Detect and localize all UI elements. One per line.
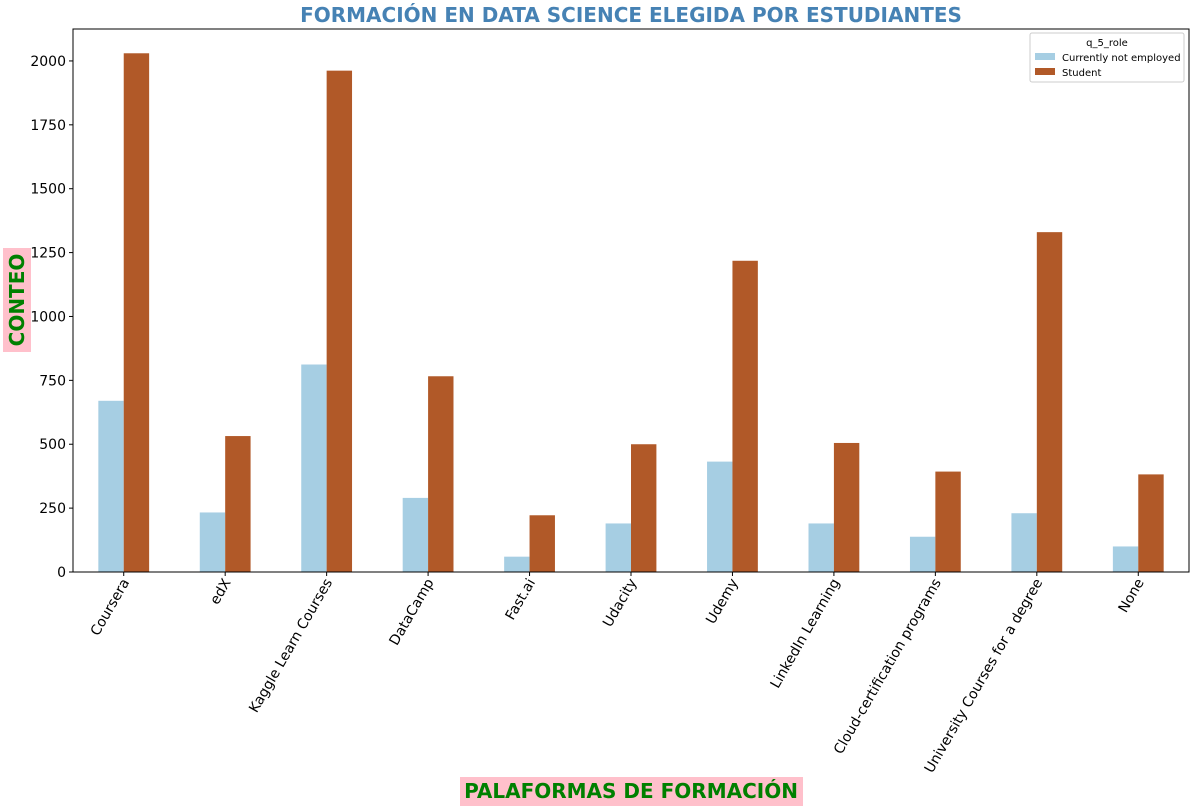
- legend-title: q_5_role: [1086, 38, 1128, 49]
- y-tick-label: 1250: [30, 246, 66, 262]
- x-tick-label-udemy: Udemy: [703, 576, 742, 627]
- legend-swatch-student: [1035, 68, 1055, 75]
- x-tick-label-university-courses-for-a-degree: University Courses for a degree: [922, 576, 1047, 776]
- bar-student-university-courses-for-a-degree: [1036, 232, 1063, 572]
- y-tick-label: 1750: [30, 118, 66, 134]
- x-axis-label: PALAFORMAS DE FORMACIÓN: [464, 779, 798, 803]
- x-axis-label-background: [460, 777, 803, 806]
- y-tick-label: 250: [39, 501, 66, 517]
- bar-student-udemy: [732, 260, 758, 572]
- bar-student-datacamp: [428, 376, 454, 572]
- x-tick-label-udacity: Udacity: [600, 576, 640, 630]
- y-axis-label: CONTEO: [5, 254, 29, 347]
- y-tick-label: 500: [39, 437, 66, 453]
- y-tick-label: 0: [57, 565, 66, 581]
- bars-layer: [98, 53, 1164, 573]
- x-tick-label-edx: edX: [207, 576, 235, 608]
- bar-student-edx: [225, 436, 251, 572]
- y-axis-label-group: CONTEO: [3, 248, 31, 352]
- x-tick-label-coursera: Coursera: [88, 576, 133, 639]
- bar-student-cloud-certification-programs: [935, 471, 961, 572]
- chart-title: FORMACIÓN EN DATA SCIENCE ELEGIDA POR ES…: [300, 3, 962, 27]
- bar-currently-not-employed-cloud-certification-programs: [909, 536, 936, 572]
- y-tick-label: 1500: [30, 182, 66, 198]
- bar-currently-not-employed-linkedin-learning: [808, 523, 834, 572]
- bar-currently-not-employed-datacamp: [402, 497, 429, 572]
- bar-currently-not-employed-coursera: [98, 400, 124, 572]
- x-axis: Coursera edX Kaggle Learn Courses DataCamp F…: [88, 572, 1148, 776]
- bar-student-coursera: [123, 53, 150, 572]
- y-tick-label: 750: [39, 373, 66, 389]
- y-tick-label: 1000: [30, 309, 66, 325]
- legend-label-student: Student: [1062, 68, 1101, 79]
- y-tick-label: 2000: [30, 54, 66, 70]
- bar-currently-not-employed-udemy: [707, 461, 733, 572]
- plot-frame: [72, 28, 1190, 573]
- bar-student-fast-ai: [529, 515, 555, 572]
- x-tick-label-fast-ai: Fast.ai: [503, 576, 539, 623]
- y-axis-label-background: [3, 248, 31, 352]
- bar-currently-not-employed-none: [1112, 546, 1139, 572]
- bar-currently-not-employed-kaggle-learn-courses: [301, 364, 327, 572]
- bar-student-none: [1138, 474, 1164, 572]
- legend-swatch-currently-not-employed: [1035, 53, 1055, 60]
- bar-student-kaggle-learn-courses: [326, 70, 353, 573]
- bar-currently-not-employed-edx: [199, 512, 226, 572]
- x-tick-label-cloud-certification-programs: Cloud-certification programs: [831, 576, 945, 757]
- x-tick-label-linkedin-learning: LinkedIn Learning: [768, 576, 844, 691]
- legend: q_5_role Currently not employed Student: [1029, 32, 1185, 83]
- x-axis-label-group: PALAFORMAS DE FORMACIÓN: [460, 777, 803, 806]
- bar-student-udacity: [631, 444, 657, 572]
- x-tick-label-none: None: [1116, 576, 1148, 616]
- bar-student-linkedin-learning: [833, 442, 860, 572]
- x-tick-label-datacamp: DataCamp: [387, 576, 438, 648]
- bar-currently-not-employed-udacity: [605, 523, 631, 572]
- legend-label-currently-not-employed: Currently not employed: [1062, 53, 1181, 64]
- x-tick-label-kaggle-learn-courses: Kaggle Learn Courses: [246, 576, 336, 716]
- bar-currently-not-employed-fast-ai: [504, 556, 530, 572]
- y-axis: 0 250 500 750 1000 1250 1500 1750 2000: [30, 54, 73, 581]
- bar-currently-not-employed-university-courses-for-a-degree: [1011, 513, 1037, 572]
- legend-box: [1029, 32, 1185, 83]
